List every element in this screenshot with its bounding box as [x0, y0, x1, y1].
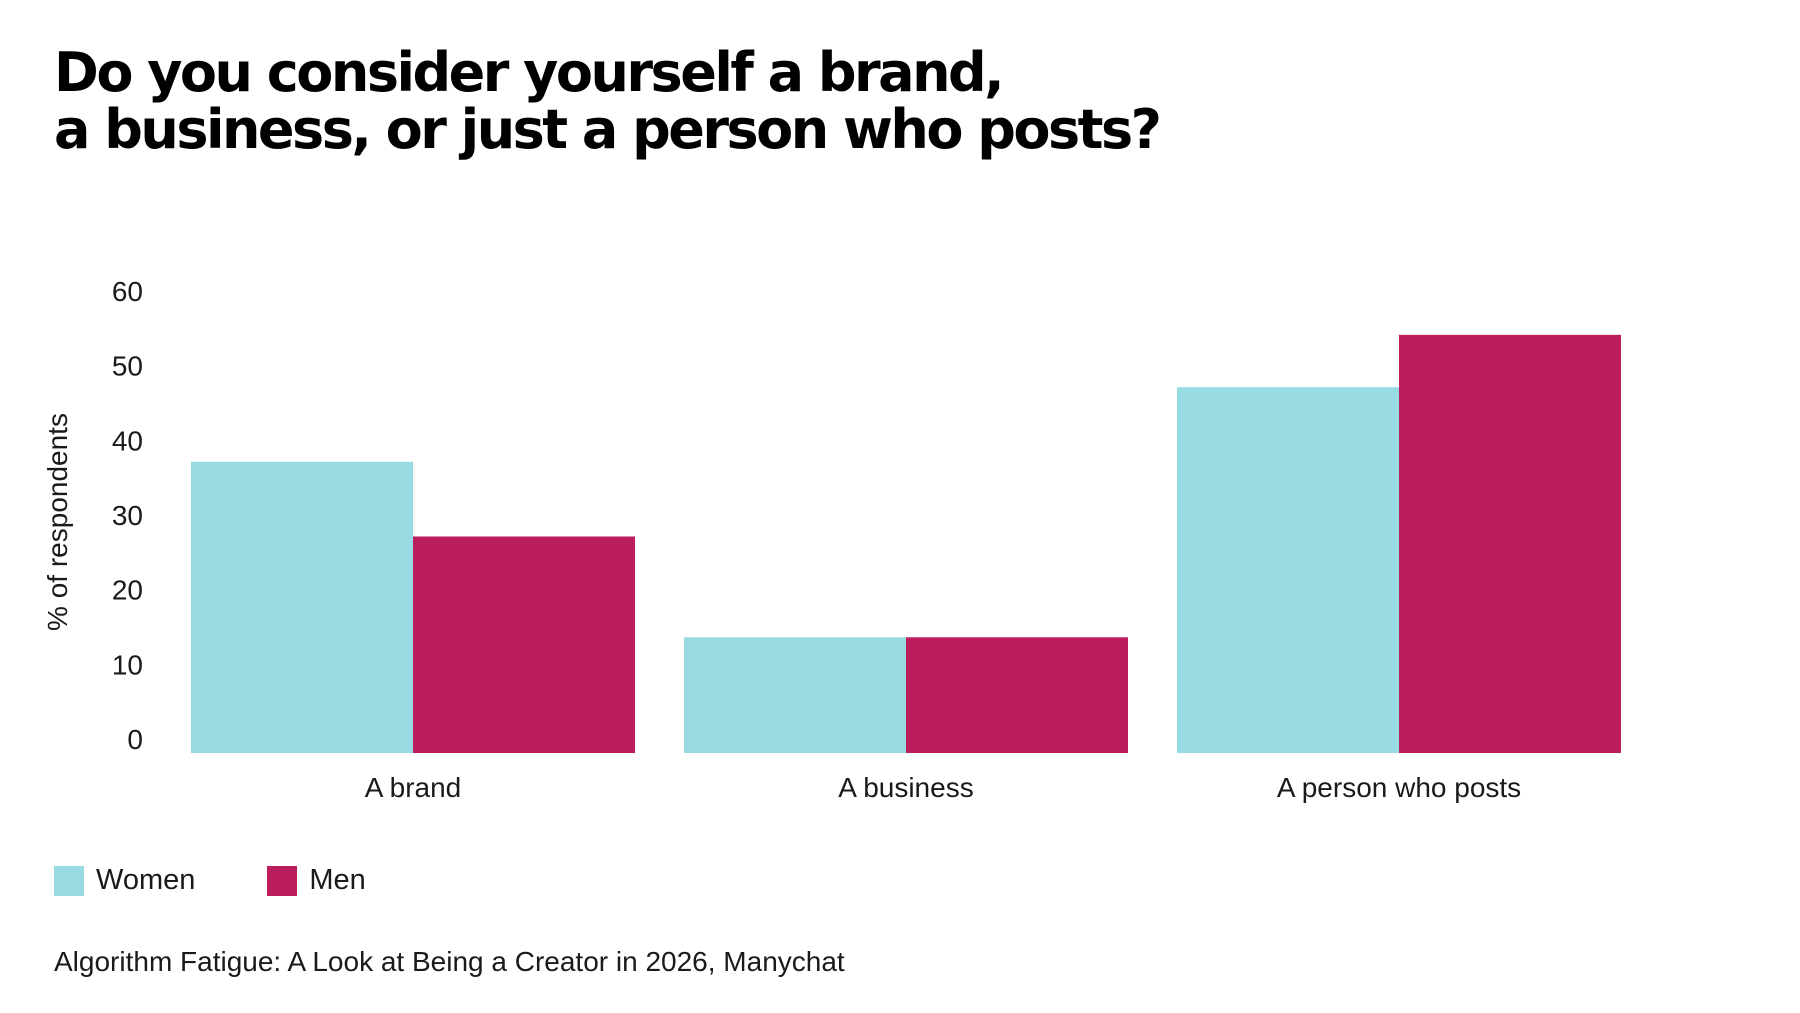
x-tick-label-a-brand: A brand — [365, 772, 462, 803]
legend-swatch-women — [54, 865, 84, 896]
bar-women-a-business — [684, 637, 906, 753]
bar-women-a-person-who-posts — [1177, 387, 1399, 753]
y-tick-label-10: 10 — [112, 649, 143, 680]
bar-men-a-brand — [413, 536, 635, 753]
y-tick-label-60: 60 — [112, 276, 143, 307]
title-line-2: a business, or just a person who posts? — [54, 98, 1162, 161]
title-line-1: Do you consider yourself a brand, — [54, 41, 1005, 104]
bar-men-a-person-who-posts — [1399, 334, 1621, 753]
legend: Women Men — [54, 864, 438, 897]
legend-label-women: Women — [96, 864, 196, 896]
legend-item-men: Men — [267, 864, 366, 897]
source-note: Algorithm Fatigue: A Look at Being a Cre… — [54, 946, 845, 977]
y-tick-label-50: 50 — [112, 351, 143, 382]
y-tick-label-40: 40 — [112, 425, 143, 456]
y-tick-label-30: 30 — [112, 500, 143, 531]
legend-swatch-men — [267, 865, 298, 896]
legend-item-women: Women — [54, 864, 195, 897]
bar-chart: % of respondents 0 10 20 30 40 50 60 A brand A … — [42, 276, 1621, 803]
y-tick-label-0: 0 — [127, 724, 143, 755]
x-tick-label-a-business: A business — [838, 772, 973, 803]
y-tick-label-20: 20 — [112, 575, 143, 606]
bar-women-a-brand — [191, 461, 413, 753]
bar-men-a-business — [906, 637, 1128, 753]
legend-label-men: Men — [309, 864, 366, 896]
chart-title: Do you consider yourself a brand, a busi… — [54, 44, 1654, 158]
x-tick-label-a-person-who-posts: A person who posts — [1277, 772, 1521, 803]
y-axis-label: % of respondents — [42, 413, 73, 631]
